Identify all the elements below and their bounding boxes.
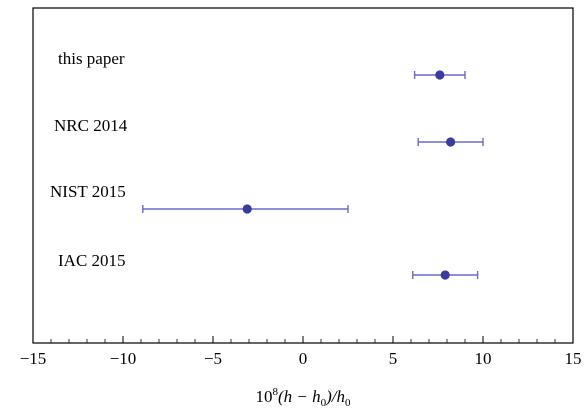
x-tick-label: 0	[299, 349, 308, 368]
data-point	[446, 137, 455, 146]
x-tick-label: −5	[204, 349, 222, 368]
x-axis-title: 108(h − h0)/h0	[255, 386, 351, 409]
x-tick-label: 5	[389, 349, 398, 368]
x-axis: −15 −10 −5 0 5 10 15	[20, 336, 582, 368]
x-axis-title-mid: )/h	[325, 387, 345, 406]
x-axis-title-body: (h − h	[278, 387, 321, 406]
point-label: IAC 2015	[58, 251, 126, 270]
x-tick-label: 15	[565, 349, 582, 368]
data-point	[435, 70, 444, 79]
point-label: NIST 2015	[50, 182, 126, 201]
x-axis-title-sub2: 0	[345, 397, 351, 409]
x-tick-label: −15	[20, 349, 47, 368]
data-point	[243, 204, 252, 213]
data-point	[441, 270, 450, 279]
x-axis-title-prefix: 10	[255, 387, 272, 406]
x-tick-label: 10	[475, 349, 492, 368]
x-tick-label: −10	[110, 349, 137, 368]
point-label: this paper	[58, 49, 125, 68]
point-label: NRC 2014	[54, 116, 128, 135]
